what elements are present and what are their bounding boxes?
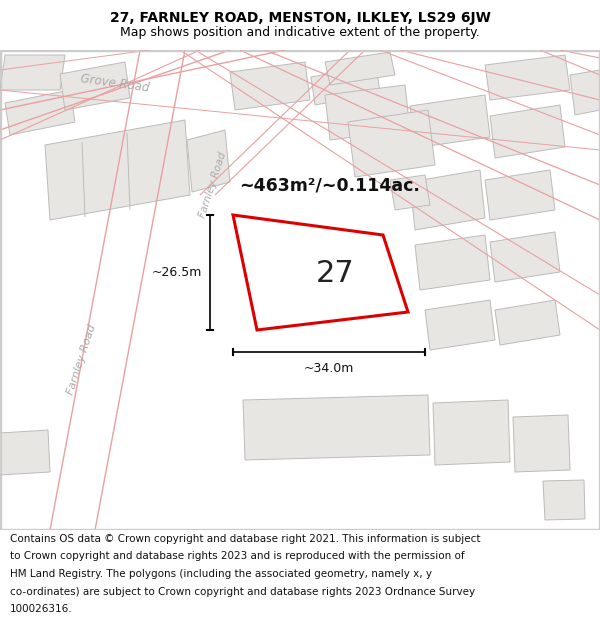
Polygon shape bbox=[513, 415, 570, 472]
Polygon shape bbox=[60, 62, 130, 110]
Text: HM Land Registry. The polygons (including the associated geometry, namely x, y: HM Land Registry. The polygons (includin… bbox=[10, 569, 432, 579]
Text: to Crown copyright and database rights 2023 and is reproduced with the permissio: to Crown copyright and database rights 2… bbox=[10, 551, 465, 561]
Polygon shape bbox=[325, 85, 410, 140]
Polygon shape bbox=[570, 70, 600, 115]
Text: co-ordinates) are subject to Crown copyright and database rights 2023 Ordnance S: co-ordinates) are subject to Crown copyr… bbox=[10, 586, 475, 596]
Text: ~26.5m: ~26.5m bbox=[152, 266, 202, 279]
Polygon shape bbox=[0, 55, 65, 90]
Polygon shape bbox=[490, 105, 565, 158]
Polygon shape bbox=[433, 400, 510, 465]
Polygon shape bbox=[410, 170, 485, 230]
Polygon shape bbox=[485, 170, 555, 220]
Polygon shape bbox=[543, 480, 585, 520]
Polygon shape bbox=[348, 110, 435, 177]
Text: 27, FARNLEY ROAD, MENSTON, ILKLEY, LS29 6JW: 27, FARNLEY ROAD, MENSTON, ILKLEY, LS29 … bbox=[110, 11, 490, 25]
Text: ~463m²/~0.114ac.: ~463m²/~0.114ac. bbox=[239, 176, 421, 194]
Text: Grove Road: Grove Road bbox=[80, 72, 150, 94]
Polygon shape bbox=[0, 430, 50, 475]
Polygon shape bbox=[485, 55, 570, 100]
Polygon shape bbox=[325, 52, 395, 85]
Polygon shape bbox=[243, 395, 430, 460]
Polygon shape bbox=[5, 90, 75, 135]
Text: 100026316.: 100026316. bbox=[10, 604, 73, 614]
Polygon shape bbox=[45, 120, 190, 220]
Polygon shape bbox=[230, 62, 310, 110]
Text: Farnley Road: Farnley Road bbox=[197, 151, 229, 219]
Text: Contains OS data © Crown copyright and database right 2021. This information is : Contains OS data © Crown copyright and d… bbox=[10, 534, 481, 544]
Polygon shape bbox=[390, 175, 430, 210]
Polygon shape bbox=[311, 65, 380, 105]
Polygon shape bbox=[415, 235, 490, 290]
Polygon shape bbox=[187, 130, 230, 192]
Text: ~34.0m: ~34.0m bbox=[304, 362, 354, 375]
Polygon shape bbox=[495, 300, 560, 345]
Polygon shape bbox=[425, 300, 495, 350]
Text: Map shows position and indicative extent of the property.: Map shows position and indicative extent… bbox=[120, 26, 480, 39]
Polygon shape bbox=[410, 95, 490, 148]
Polygon shape bbox=[490, 232, 560, 282]
Text: Farnley Road: Farnley Road bbox=[66, 324, 98, 396]
Text: 27: 27 bbox=[316, 259, 355, 288]
